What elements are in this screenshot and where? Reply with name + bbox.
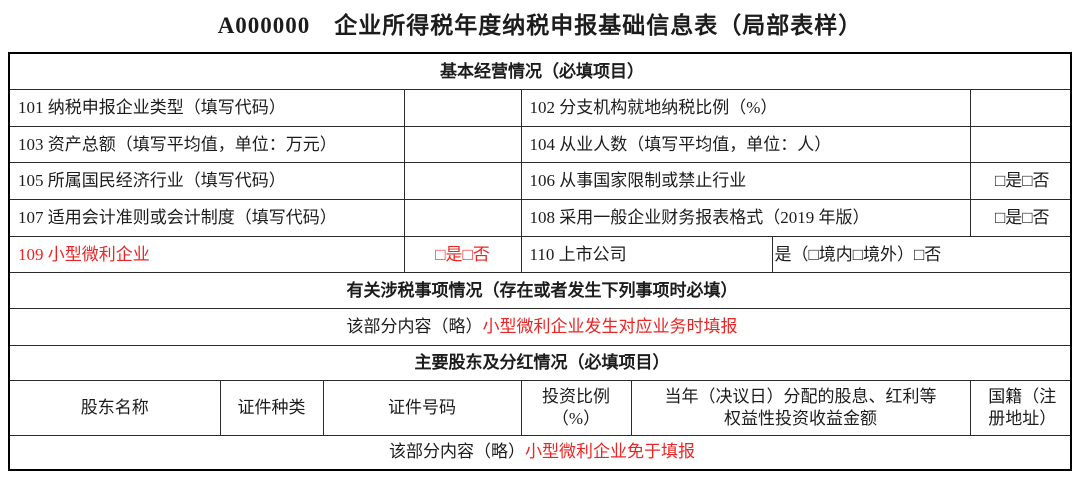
field-107-value[interactable]: [403, 199, 522, 237]
shareholders-note-red-text: 小型微利企业免于填报: [525, 442, 695, 462]
section-header-basic: 基本经营情况（必填项目）: [10, 54, 1070, 91]
tax-note-red-text: 小型微利企业发生对应业务时填报: [482, 316, 738, 336]
field-101-label: 101 纳税申报企业类型（填写代码）: [10, 89, 405, 127]
col-header-nationality: 国籍（注册地址）: [969, 380, 1070, 436]
field-104-label: 104 从业人数（填写平均值，单位：人）: [520, 125, 971, 164]
col-header-investment-ratio: 投资比例（%）: [520, 380, 632, 436]
field-109-checkbox[interactable]: □是□否: [403, 235, 522, 274]
shareholders-note: 该部分内容（略）小型微利企业免于填报: [10, 434, 1070, 469]
field-102-label: 102 分支机构就地纳税比例（%）: [520, 89, 971, 127]
tax-matters-note: 该部分内容（略）小型微利企业发生对应业务时填报: [10, 308, 1070, 346]
field-107-label: 107 适用会计准则或会计制度（填写代码）: [10, 199, 405, 237]
field-105-label: 105 所属国民经济行业（填写代码）: [10, 162, 405, 201]
field-105-value[interactable]: [403, 162, 522, 201]
col-header-shareholder-name: 股东名称: [10, 380, 221, 436]
col-header-dividend-amount: 当年（决议日）分配的股息、红利等权益性投资收益金额: [630, 380, 971, 436]
field-108-label: 108 采用一般企业财务报表格式（2019 年版）: [520, 199, 971, 237]
field-103-label: 103 资产总额（填写平均值，单位：万元）: [10, 125, 405, 164]
field-106-checkbox[interactable]: □是□否: [969, 162, 1070, 201]
field-101-value[interactable]: [403, 89, 522, 127]
tax-form-table: 基本经营情况（必填项目） 101 纳税申报企业类型（填写代码） 102 分支机构…: [8, 52, 1072, 471]
field-108-checkbox[interactable]: □是□否: [969, 199, 1070, 237]
page-title: A000000 企业所得税年度纳税申报基础信息表（局部表样）: [217, 13, 863, 38]
section-header-shareholders: 主要股东及分红情况（必填项目）: [10, 344, 1070, 382]
field-110-checkbox[interactable]: 是（□境内□境外）□否: [771, 235, 1070, 274]
field-106-label: 106 从事国家限制或禁止行业: [520, 162, 971, 201]
section-header-tax-matters: 有关涉税事项情况（存在或者发生下列事项时必填）: [10, 272, 1070, 310]
tax-note-prefix: 该部分内容（略）: [346, 316, 483, 336]
col-header-id-type: 证件种类: [219, 380, 324, 436]
field-110-label: 110 上市公司: [520, 235, 773, 274]
col-header-id-number: 证件号码: [322, 380, 522, 436]
field-103-value[interactable]: [403, 125, 522, 164]
field-109-label: 109 小型微利企业: [10, 235, 405, 274]
shareholders-note-prefix: 该部分内容（略）: [389, 442, 525, 462]
field-104-value[interactable]: [969, 125, 1070, 164]
field-102-value[interactable]: [969, 89, 1070, 127]
